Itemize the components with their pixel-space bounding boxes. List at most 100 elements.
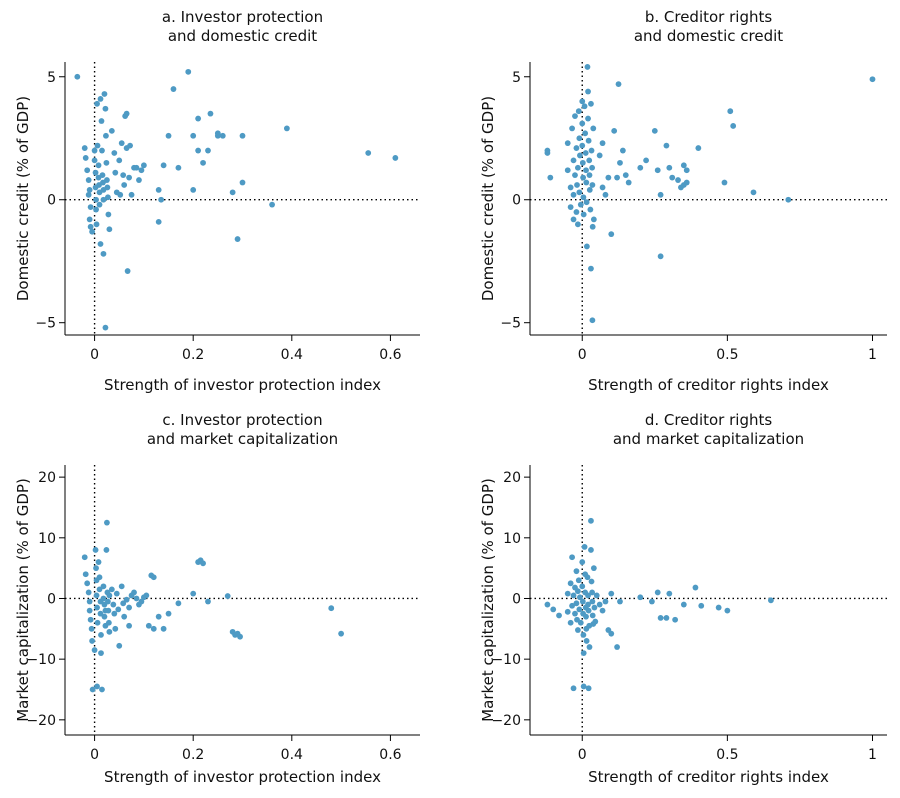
- panel-a-y-tick-label: 5: [47, 70, 56, 86]
- panel-c-data-point: [160, 625, 167, 632]
- panel-c-data-point: [106, 628, 113, 635]
- panel-b-data-point: [572, 172, 578, 179]
- panel-d-data-point: [550, 606, 557, 613]
- panel-a-data-point: [96, 201, 103, 208]
- panel-b-data-point: [570, 191, 577, 198]
- panel-a-data-point: [117, 191, 124, 198]
- panel-a-data-point: [94, 100, 100, 107]
- panel-c-x-tick-label: 0.6: [379, 747, 401, 763]
- panel-c-data-point: [165, 610, 172, 617]
- panel-d-y-tick-label: 20: [503, 470, 521, 486]
- panel-d-data-point: [572, 610, 578, 617]
- panel-c-data-point: [113, 590, 120, 597]
- panel-c-y-tick-label: −20: [26, 713, 56, 729]
- panel-b-data-point: [584, 64, 591, 70]
- panel-d-data-point: [589, 589, 596, 596]
- panel-a-data-point: [205, 147, 211, 154]
- panel-d-data-point: [574, 588, 581, 595]
- panel-c-data-point: [155, 613, 162, 620]
- panel-a-data-point: [87, 223, 94, 230]
- panel-b-data-point: [547, 174, 554, 181]
- panel-d-data-point: [575, 577, 582, 584]
- panel-b-data-point: [544, 150, 551, 156]
- panel-b-data-point: [574, 164, 581, 171]
- panel-a-data-point: [102, 324, 109, 331]
- panel-a-data-point: [104, 184, 111, 191]
- panel-d-data-point: [577, 619, 584, 626]
- panel-b-data-point: [569, 125, 575, 132]
- panel-d-data-point: [599, 607, 606, 614]
- panel-b-title-line-0: b. Creditor rights: [645, 8, 773, 26]
- panel-c-data-point: [237, 633, 243, 640]
- panel-b-data-point: [574, 221, 581, 228]
- panel-b-data-point: [583, 179, 590, 186]
- panel-c-data-point: [150, 574, 157, 581]
- panel-b-data-point: [669, 174, 676, 181]
- panel-a-data-point: [133, 164, 140, 171]
- panel-b-data-point: [580, 194, 587, 201]
- panel-d-data-point: [592, 618, 599, 625]
- panel-b-data-point: [586, 186, 593, 193]
- panel-b-data-point: [586, 172, 593, 179]
- panel-c-data-point: [91, 647, 98, 653]
- panel-a-data-point: [98, 118, 105, 124]
- panel-b-data-point: [577, 152, 583, 159]
- panel-a-data-point: [85, 177, 92, 183]
- panel-b-data-point: [637, 164, 644, 171]
- panel-d-data-point: [544, 601, 551, 608]
- panel-a-data-point: [214, 130, 221, 137]
- panel-a-data-point: [116, 157, 123, 164]
- panel-a-data-point: [93, 206, 99, 213]
- panel-d-y-tick-label: 10: [503, 531, 521, 547]
- panel-a-data-point: [85, 191, 92, 198]
- panel-d-data-point: [573, 568, 580, 575]
- panel-c-data-point: [131, 589, 137, 596]
- panel-c-x-tick-label: 0.4: [281, 747, 303, 763]
- panel-d-x-tick-label: 1: [868, 747, 877, 763]
- panel-a-data-point: [200, 159, 206, 166]
- panel-b-data-point: [579, 142, 586, 149]
- panel-d-title-line-1: and market capitalization: [613, 430, 804, 448]
- panel-a-data-point: [104, 194, 111, 201]
- panel-b-data-point: [675, 177, 681, 183]
- panel-a-data-point: [207, 110, 214, 117]
- panel-a-x-tick-label: 0.2: [182, 347, 204, 363]
- panel-b-data-point: [580, 211, 587, 218]
- panel-a-data-point: [99, 172, 106, 179]
- panel-b-data-point: [573, 209, 580, 215]
- panel-d-data-point: [715, 604, 722, 611]
- panel-b-data-point: [663, 142, 670, 149]
- panel-a-data-point: [158, 196, 165, 203]
- panel-a-data-point: [91, 157, 98, 164]
- panel-b-data-point: [570, 157, 577, 164]
- panel-d-x-tick-label: 0.5: [716, 747, 738, 763]
- panel-c-data-point: [115, 606, 122, 613]
- panel-b-data-point: [727, 108, 734, 115]
- panel-b-y-tick-label: 0: [512, 193, 521, 209]
- panel-a-data-point: [155, 218, 162, 225]
- panel-a-data-point: [99, 147, 105, 154]
- panel-c-y-tick-label: −10: [26, 652, 56, 668]
- panel-b-data-point: [651, 127, 658, 134]
- panel-c-data-point: [106, 592, 113, 599]
- panel-c-data-point: [120, 600, 127, 607]
- panel-a-data-point: [120, 172, 127, 179]
- panel-c-data-point: [112, 625, 119, 632]
- panel-a-data-point: [118, 140, 125, 147]
- panel-a-data-point: [392, 155, 399, 161]
- panel-b-data-point: [657, 191, 664, 198]
- panel-b-y-axis-label: Domestic credit (% of GDP): [479, 96, 497, 301]
- panel-c-data-point: [108, 586, 115, 593]
- panel-b-data-point: [579, 98, 586, 105]
- panel-a-data-point: [87, 204, 94, 211]
- panel-c-y-tick-label: 0: [47, 591, 56, 607]
- panel-d-data-point: [579, 598, 586, 605]
- panel-b-data-point: [589, 164, 596, 171]
- panel-b-data-point: [730, 123, 737, 129]
- panel-a-x-tick-label: 0: [90, 347, 99, 363]
- panel-a-data-point: [365, 150, 372, 156]
- panel-b-data-point: [583, 167, 589, 174]
- panel-d-title-line-0: d. Creditor rights: [645, 411, 773, 429]
